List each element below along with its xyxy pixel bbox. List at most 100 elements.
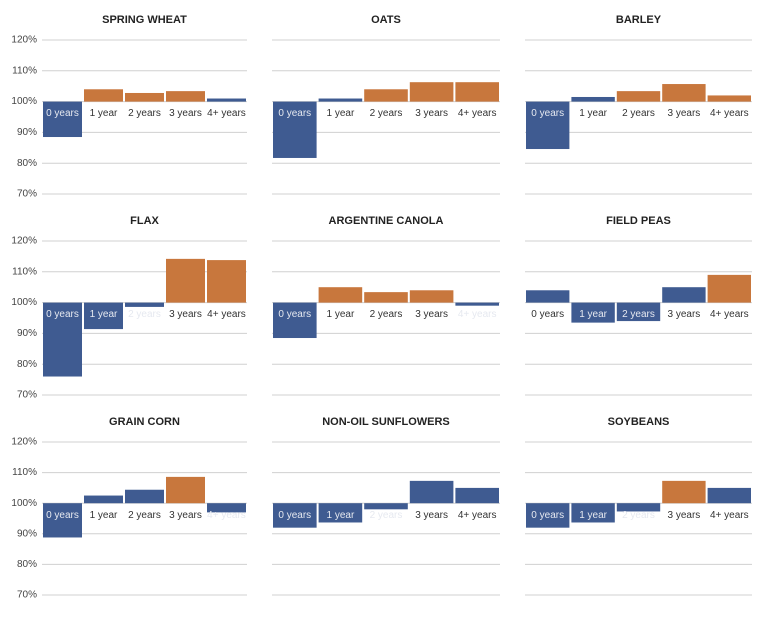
category-label: 1 year — [90, 309, 118, 320]
category-label: 4+ years — [207, 108, 246, 119]
bar — [43, 302, 82, 377]
y-tick-label: 120% — [11, 437, 37, 448]
bar — [707, 274, 751, 303]
category-label: 3 years — [415, 309, 448, 320]
category-label: 4+ years — [458, 108, 497, 119]
bar — [616, 302, 661, 322]
category-label: 0 years — [278, 510, 311, 521]
y-tick-label: 80% — [17, 158, 37, 169]
y-tick-label: 70% — [17, 390, 37, 401]
bar — [662, 84, 706, 102]
bar — [273, 302, 317, 339]
category-label: 0 years — [46, 108, 79, 119]
bar — [166, 476, 205, 504]
bar — [273, 503, 317, 528]
y-tick-label: 120% — [11, 35, 37, 46]
bar — [125, 92, 164, 102]
category-label: 3 years — [169, 510, 202, 521]
category-label: 0 years — [531, 108, 564, 119]
category-label: 0 years — [278, 108, 311, 119]
category-label: 1 year — [579, 510, 607, 521]
category-label: 2 years — [128, 108, 161, 119]
chart-title: BARLEY — [616, 14, 662, 26]
bar — [318, 503, 363, 523]
y-tick-label: 110% — [12, 65, 37, 76]
y-tick-label: 90% — [17, 328, 37, 339]
bar — [616, 91, 661, 102]
bar — [455, 82, 499, 102]
bar — [707, 95, 751, 102]
y-tick-label: 110% — [12, 266, 37, 277]
bar — [273, 101, 317, 158]
bar — [409, 480, 454, 504]
category-label: 0 years — [531, 510, 564, 521]
category-label: 4+ years — [710, 309, 749, 320]
category-label: 3 years — [668, 510, 701, 521]
category-label: 1 year — [327, 309, 355, 320]
category-label: 2 years — [128, 510, 161, 521]
bar — [364, 89, 408, 102]
category-label: 2 years — [622, 510, 655, 521]
y-tick-label: 70% — [17, 590, 37, 601]
bar — [409, 290, 454, 303]
y-tick-label: 120% — [11, 236, 37, 247]
category-label: 3 years — [415, 108, 448, 119]
bar — [364, 292, 408, 303]
bar — [43, 503, 82, 538]
bar — [571, 503, 615, 523]
y-tick-label: 110% — [12, 467, 37, 478]
chart-title: SPRING WHEAT — [102, 14, 187, 26]
category-label: 3 years — [415, 510, 448, 521]
y-tick-label: 80% — [17, 559, 37, 570]
category-label: 1 year — [579, 108, 607, 119]
category-label: 2 years — [622, 309, 655, 320]
category-label: 3 years — [668, 108, 701, 119]
category-label: 4+ years — [207, 309, 246, 320]
category-label: 1 year — [579, 309, 607, 320]
chart-title: OATS — [371, 14, 401, 26]
bar — [571, 302, 615, 323]
category-label: 3 years — [668, 309, 701, 320]
category-label: 2 years — [128, 309, 161, 320]
category-label: 1 year — [327, 108, 355, 119]
category-label: 3 years — [169, 309, 202, 320]
bar — [166, 91, 205, 102]
bar — [84, 89, 123, 102]
bar — [364, 503, 408, 510]
category-label: 1 year — [327, 510, 355, 521]
bar — [526, 101, 570, 150]
bar — [455, 302, 499, 306]
category-label: 4+ years — [207, 510, 246, 521]
category-label: 3 years — [169, 108, 202, 119]
bar — [526, 503, 570, 528]
category-label: 1 year — [90, 510, 118, 521]
chart-title: FIELD PEAS — [606, 215, 671, 227]
chart-title: ARGENTINE CANOLA — [329, 215, 444, 227]
category-label: 4+ years — [710, 108, 749, 119]
y-tick-label: 100% — [11, 297, 37, 308]
bar — [571, 96, 615, 102]
category-label: 0 years — [278, 309, 311, 320]
chart-title: GRAIN CORN — [109, 416, 180, 428]
bar — [207, 503, 246, 513]
bar — [455, 487, 499, 504]
category-label: 0 years — [46, 309, 79, 320]
bar — [662, 287, 706, 303]
bar — [84, 495, 123, 504]
y-tick-label: 90% — [17, 528, 37, 539]
bar — [707, 487, 751, 504]
category-label: 0 years — [46, 510, 79, 521]
category-label: 4+ years — [458, 309, 497, 320]
bar — [84, 302, 123, 330]
category-label: 2 years — [622, 108, 655, 119]
bar — [526, 290, 570, 303]
bar — [43, 101, 82, 138]
bar — [409, 82, 454, 102]
y-tick-label: 90% — [17, 127, 37, 138]
bar — [318, 287, 363, 303]
chart-title: FLAX — [130, 215, 159, 227]
category-label: 2 years — [370, 309, 403, 320]
bar — [125, 489, 164, 504]
bar — [166, 258, 205, 303]
